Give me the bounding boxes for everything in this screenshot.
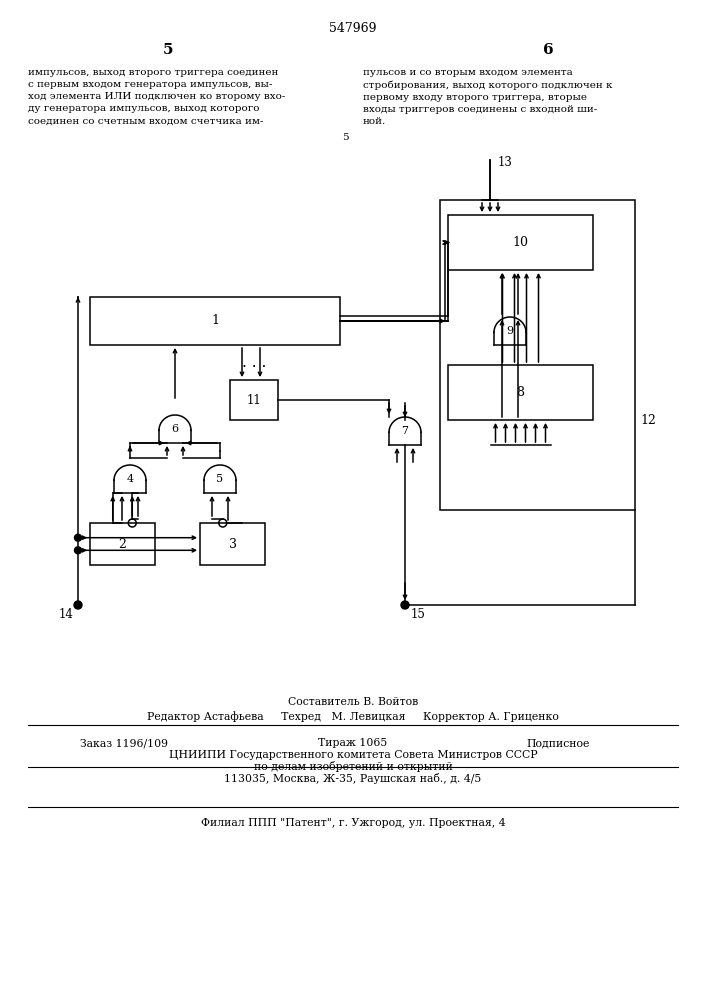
Text: Заказ 1196/109: Заказ 1196/109	[80, 738, 168, 748]
Text: Подписное: Подписное	[527, 738, 590, 748]
Bar	[448, 215, 593, 270]
Text: по делам изобретений и открытий: по делам изобретений и открытий	[254, 760, 452, 772]
Text: 7: 7	[402, 426, 409, 436]
Bar	[448, 365, 593, 420]
Bar	[230, 380, 278, 420]
Text: 14: 14	[58, 608, 73, 621]
Text: 12: 12	[640, 414, 656, 426]
Text: Тираж 1065: Тираж 1065	[318, 738, 387, 748]
Bar	[90, 523, 155, 565]
Text: 5: 5	[216, 474, 223, 484]
Text: 547969: 547969	[329, 21, 377, 34]
Bar	[440, 200, 635, 510]
Circle shape	[401, 601, 409, 609]
Text: 15: 15	[411, 608, 426, 621]
Circle shape	[74, 601, 82, 609]
Text: 113035, Москва, Ж-35, Раушская наб., д. 4/5: 113035, Москва, Ж-35, Раушская наб., д. …	[224, 772, 481, 784]
Text: 1: 1	[211, 314, 219, 328]
Text: 13: 13	[498, 155, 513, 168]
Text: 9: 9	[506, 326, 513, 336]
Text: 11: 11	[247, 393, 262, 406]
Text: пульсов и со вторым входом элемента
стробирования, выход которого подключен к
пе: пульсов и со вторым входом элемента стро…	[363, 68, 612, 126]
Text: Составитель В. Войтов: Составитель В. Войтов	[288, 697, 418, 707]
Text: · · ·: · · ·	[242, 360, 267, 375]
Circle shape	[74, 534, 81, 541]
Text: Редактор Астафьева     Техред   М. Левицкая     Корректор А. Гриценко: Редактор Астафьева Техред М. Левицкая Ко…	[147, 712, 559, 722]
Text: 2: 2	[119, 538, 127, 550]
Text: 5: 5	[341, 133, 349, 142]
Text: импульсов, выход второго триггера соединен
с первым входом генератора импульсов,: импульсов, выход второго триггера соедин…	[28, 68, 286, 126]
Text: 6: 6	[543, 43, 554, 57]
Text: 8: 8	[517, 386, 525, 399]
Text: ЦНИИПИ Государственного комитета Совета Министров СССР: ЦНИИПИ Государственного комитета Совета …	[169, 750, 537, 760]
Text: 4: 4	[127, 474, 134, 484]
Text: Филиал ППП "Патент", г. Ужгород, ул. Проектная, 4: Филиал ППП "Патент", г. Ужгород, ул. Про…	[201, 818, 506, 828]
Text: 5: 5	[163, 43, 173, 57]
Bar	[90, 297, 340, 345]
Bar	[200, 523, 265, 565]
Circle shape	[74, 547, 81, 554]
Text: 6: 6	[171, 424, 179, 434]
Text: 10: 10	[513, 236, 529, 249]
Text: 3: 3	[228, 538, 237, 550]
